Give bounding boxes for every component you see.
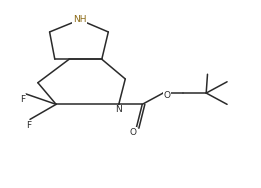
- Text: O: O: [130, 128, 137, 137]
- Text: F: F: [26, 121, 31, 130]
- Text: N: N: [115, 105, 122, 114]
- Text: NH: NH: [73, 15, 86, 24]
- Text: O: O: [164, 91, 170, 100]
- Text: F: F: [20, 95, 26, 104]
